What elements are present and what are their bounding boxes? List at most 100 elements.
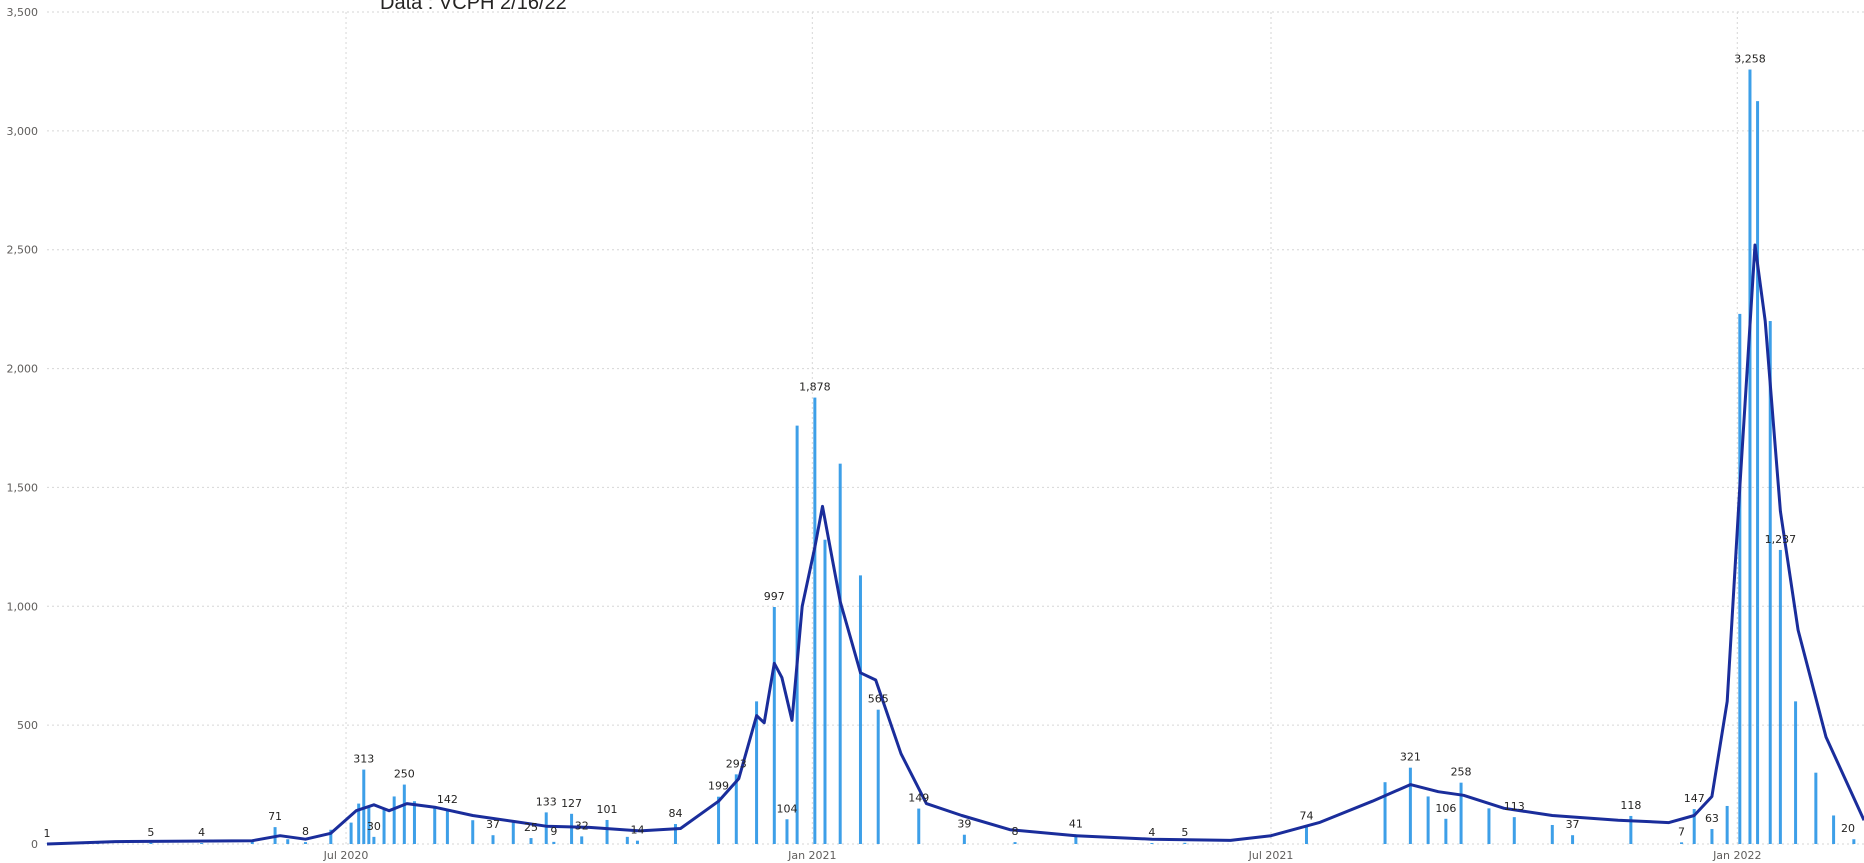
data-label: 5 bbox=[147, 826, 154, 839]
bar bbox=[303, 842, 307, 844]
bar bbox=[1814, 772, 1818, 844]
bar bbox=[1778, 549, 1782, 844]
bar bbox=[1725, 805, 1729, 844]
gridlines bbox=[47, 11, 1864, 845]
x-tick-label: Jul 2021 bbox=[1248, 849, 1294, 862]
bar bbox=[1383, 782, 1387, 844]
x-tick-label: Jul 2020 bbox=[323, 849, 369, 862]
moving-average-line bbox=[46, 243, 1864, 846]
bar bbox=[402, 784, 406, 844]
bar bbox=[1738, 313, 1742, 844]
data-label: 127 bbox=[561, 797, 582, 810]
data-label: 3,258 bbox=[1734, 53, 1766, 66]
bar bbox=[785, 819, 789, 844]
y-tick-label: 2,000 bbox=[7, 363, 39, 376]
bar bbox=[412, 801, 416, 844]
bar bbox=[605, 819, 609, 844]
bar-series bbox=[45, 69, 1856, 844]
bar bbox=[1304, 826, 1308, 844]
bar bbox=[772, 606, 776, 844]
y-tick-label: 2,500 bbox=[7, 244, 39, 257]
bar bbox=[382, 808, 386, 844]
bar bbox=[471, 820, 475, 844]
bar bbox=[858, 575, 862, 844]
bar bbox=[511, 822, 515, 844]
bar bbox=[1710, 829, 1714, 844]
data-label: 7 bbox=[1678, 825, 1685, 838]
y-axis: 0 500 1,000 1,500 2,000 2,500 3,000 3,500 bbox=[7, 6, 39, 851]
bar bbox=[1444, 818, 1448, 844]
data-label: 41 bbox=[1069, 817, 1083, 830]
bar bbox=[1756, 101, 1760, 844]
bar bbox=[529, 838, 533, 844]
line-series bbox=[46, 243, 1864, 846]
data-label: 113 bbox=[1504, 800, 1525, 813]
bar bbox=[1680, 842, 1684, 844]
data-label: 250 bbox=[394, 768, 415, 781]
data-label: 118 bbox=[1620, 799, 1641, 812]
x-tick-label: Jan 2021 bbox=[787, 849, 836, 862]
data-label: 1,878 bbox=[799, 381, 831, 394]
bar bbox=[1768, 321, 1772, 844]
bar bbox=[1426, 796, 1430, 844]
bar bbox=[813, 397, 817, 844]
bar bbox=[149, 842, 153, 844]
bar bbox=[552, 841, 556, 844]
data-label: 106 bbox=[1435, 802, 1456, 815]
data-label: 37 bbox=[486, 818, 500, 831]
data-label: 133 bbox=[536, 795, 557, 808]
chart-subtitle: Data : VCPH 2/16/22 bbox=[380, 0, 567, 14]
bar bbox=[1074, 834, 1078, 844]
data-label: 293 bbox=[726, 757, 747, 770]
bar bbox=[1550, 824, 1554, 844]
bar bbox=[250, 841, 254, 844]
bar bbox=[876, 709, 880, 844]
data-label: 32 bbox=[575, 819, 589, 832]
bar bbox=[357, 803, 361, 844]
data-label: 1 bbox=[44, 827, 51, 840]
bar bbox=[286, 839, 290, 844]
bar bbox=[635, 840, 639, 844]
data-label: 63 bbox=[1705, 812, 1719, 825]
y-tick-label: 3,000 bbox=[7, 125, 39, 138]
bar bbox=[1150, 843, 1154, 844]
bar bbox=[838, 463, 842, 844]
y-tick-label: 500 bbox=[17, 719, 38, 732]
data-label: 25 bbox=[524, 821, 538, 834]
bar bbox=[673, 824, 677, 844]
bar bbox=[1571, 835, 1575, 844]
data-label: 4 bbox=[198, 826, 205, 839]
data-label: 9 bbox=[550, 825, 557, 838]
data-label: 84 bbox=[668, 807, 682, 820]
data-label: 8 bbox=[1012, 825, 1019, 838]
bar bbox=[367, 805, 371, 844]
bar bbox=[1487, 808, 1491, 844]
bar bbox=[823, 539, 827, 844]
x-tick-label: Jan 2022 bbox=[1712, 849, 1761, 862]
y-tick-label: 1,000 bbox=[7, 600, 39, 613]
data-label: 199 bbox=[708, 780, 729, 793]
bar bbox=[570, 813, 574, 844]
data-label: 1,237 bbox=[1765, 533, 1797, 546]
bar bbox=[1629, 815, 1633, 844]
data-label: 20 bbox=[1841, 822, 1855, 835]
bar bbox=[795, 425, 799, 844]
bar bbox=[1512, 817, 1516, 844]
data-label: 147 bbox=[1684, 792, 1705, 805]
bar bbox=[445, 810, 449, 844]
bar bbox=[734, 774, 738, 844]
data-label: 4 bbox=[1148, 826, 1155, 839]
y-tick-label: 0 bbox=[31, 838, 38, 851]
bar bbox=[1013, 842, 1017, 844]
bar bbox=[755, 701, 759, 844]
bar bbox=[1748, 69, 1752, 844]
data-label: 74 bbox=[1299, 809, 1313, 822]
data-label: 565 bbox=[868, 693, 889, 706]
data-label: 8 bbox=[302, 825, 309, 838]
bar bbox=[1459, 782, 1463, 844]
data-label: 14 bbox=[630, 824, 644, 837]
data-label: 71 bbox=[268, 810, 282, 823]
bar bbox=[1832, 815, 1836, 844]
data-label: 101 bbox=[597, 803, 618, 816]
